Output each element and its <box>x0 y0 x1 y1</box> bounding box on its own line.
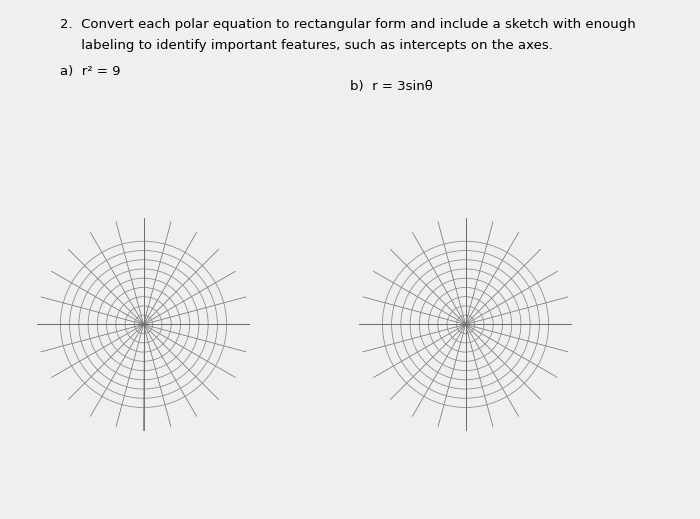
Text: a)  r² = 9: a) r² = 9 <box>60 65 120 78</box>
Text: 2.  Convert each polar equation to rectangular form and include a sketch with en: 2. Convert each polar equation to rectan… <box>60 18 636 31</box>
Text: b)  r = 3sinθ: b) r = 3sinθ <box>350 80 433 93</box>
Text: labeling to identify important features, such as intercepts on the axes.: labeling to identify important features,… <box>60 39 552 52</box>
